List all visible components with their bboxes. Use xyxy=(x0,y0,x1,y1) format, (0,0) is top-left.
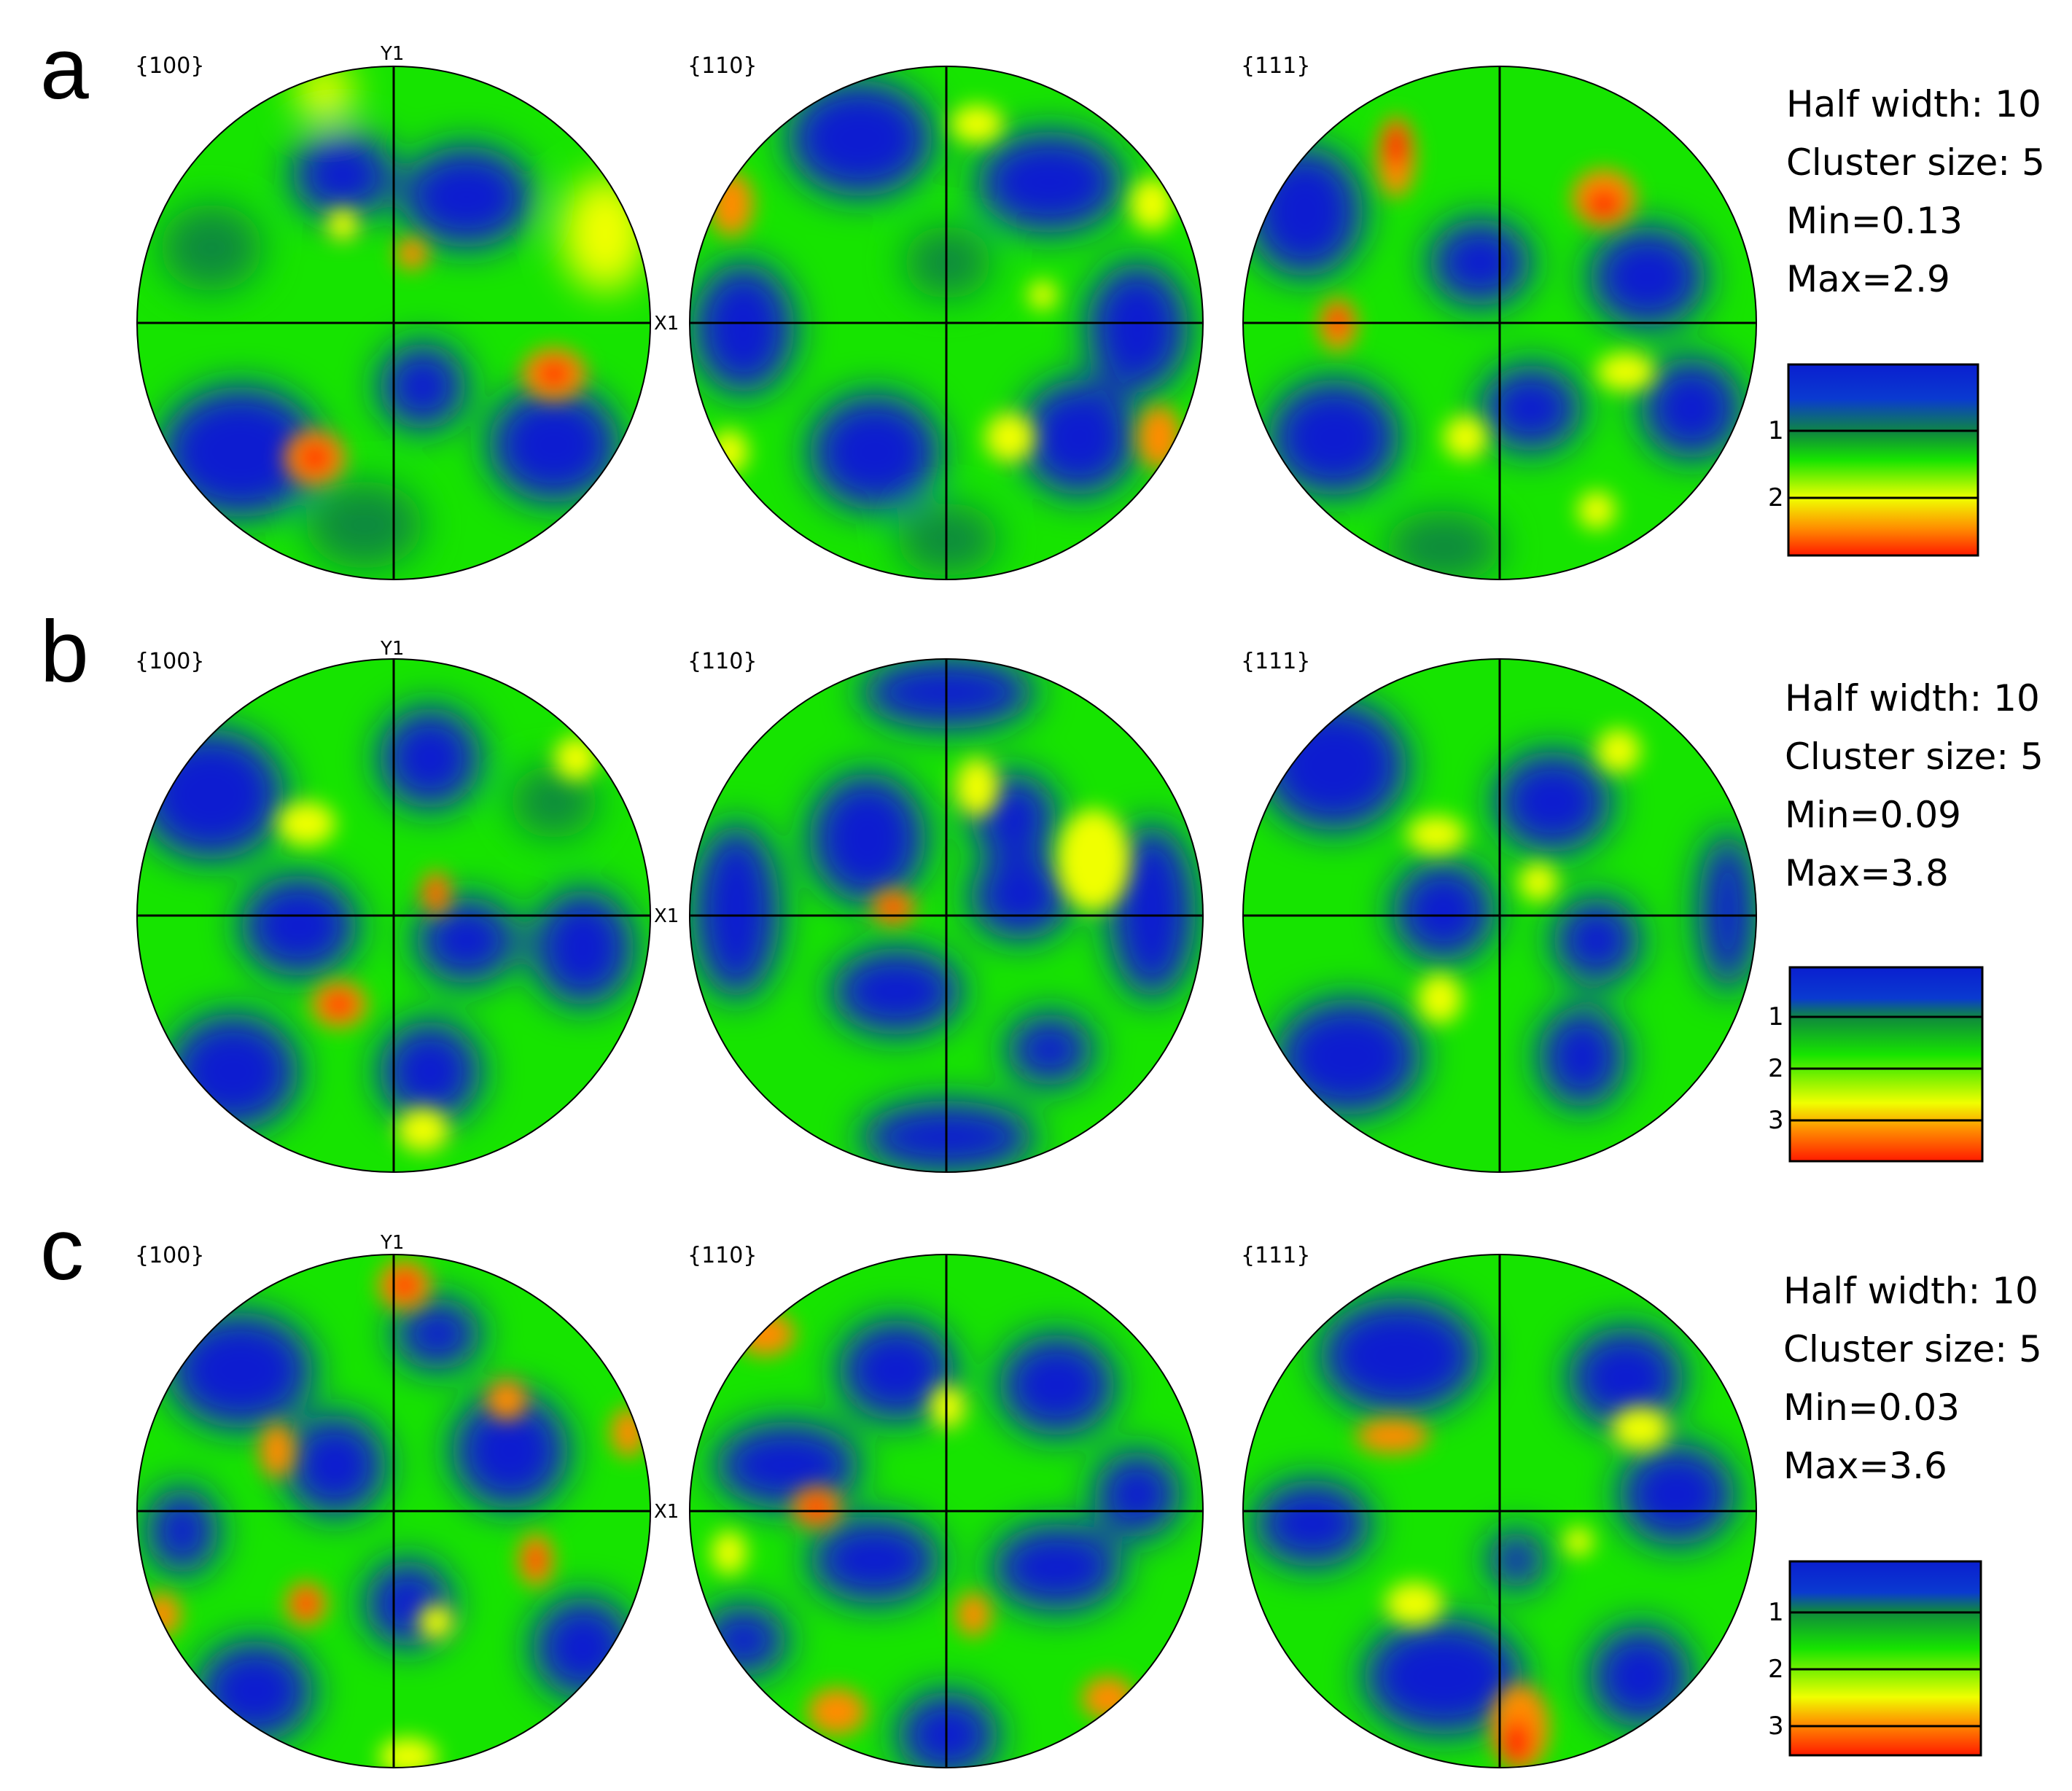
pole-figure-a-111: {111} xyxy=(1241,53,1757,580)
pf-label-a-111: {111} xyxy=(1241,53,1310,79)
pf-label-a-100: {100} xyxy=(135,53,204,79)
pole-figure-b-111: {111} xyxy=(1241,649,1757,1173)
legend-tick-c-3: 3 xyxy=(1768,1712,1784,1741)
legend-tick-a-2: 2 xyxy=(1768,483,1784,512)
panel-b: b xyxy=(40,603,2044,1173)
stats-c: Half width: 10 Cluster size: 5 Min=0.03 … xyxy=(1783,1270,2042,1487)
half-width-b: Half width: 10 xyxy=(1785,677,2040,719)
pole-figure-c-100: {100} Y1 X1 xyxy=(135,1232,679,1768)
pf-label-c-111: {111} xyxy=(1241,1243,1310,1268)
legend-tick-b-2: 2 xyxy=(1768,1054,1784,1083)
pole-figure-a-110: {110} xyxy=(688,53,1204,580)
cluster-size-c: Cluster size: 5 xyxy=(1783,1328,2042,1370)
panel-letter-a: a xyxy=(40,20,89,117)
cluster-size-a: Cluster size: 5 xyxy=(1786,141,2045,184)
legend-tick-b-1: 1 xyxy=(1768,1002,1784,1031)
pf-label-c-110: {110} xyxy=(688,1243,757,1268)
stats-b: Half width: 10 Cluster size: 5 Min=0.09 … xyxy=(1785,677,2044,894)
cluster-size-b: Cluster size: 5 xyxy=(1785,735,2044,778)
half-width-c: Half width: 10 xyxy=(1783,1270,2038,1312)
half-width-a: Half width: 10 xyxy=(1786,83,2041,125)
pf-label-b-100: {100} xyxy=(135,649,204,674)
pf-label-b-111: {111} xyxy=(1241,649,1310,674)
pole-figure-c-110: {110} xyxy=(688,1243,1204,1768)
min-b: Min=0.09 xyxy=(1785,794,1961,836)
pf-label-a-110: {110} xyxy=(688,53,757,79)
axis-label-c-y1: Y1 xyxy=(380,1232,404,1254)
legend-tick-b-3: 3 xyxy=(1768,1106,1784,1135)
pf-label-c-100: {100} xyxy=(135,1243,204,1268)
axis-label-a-x1: X1 xyxy=(654,313,679,335)
color-legend-c: 1 2 3 xyxy=(1768,1560,1982,1757)
max-a: Max=2.9 xyxy=(1786,258,1950,300)
axis-label-b-x1: X1 xyxy=(654,905,679,927)
legend-tick-c-1: 1 xyxy=(1768,1598,1784,1627)
axis-label-c-x1: X1 xyxy=(654,1501,679,1523)
legend-tick-c-2: 2 xyxy=(1768,1655,1784,1684)
panel-a: a xyxy=(40,20,2045,580)
min-a: Min=0.13 xyxy=(1786,200,1963,242)
pf-label-b-110: {110} xyxy=(688,649,757,674)
panel-letter-b: b xyxy=(40,603,89,701)
pole-figure-b-110: {110} xyxy=(688,649,1204,1173)
color-legend-a: 1 2 xyxy=(1768,363,1979,557)
pole-figure-a-100: {100} Y1 X1 xyxy=(135,43,679,580)
max-b: Max=3.8 xyxy=(1785,852,1949,894)
min-c: Min=0.03 xyxy=(1783,1386,1960,1429)
panel-c: c xyxy=(40,1201,2042,1768)
pole-figure-c-111: {111} xyxy=(1241,1243,1757,1768)
color-legend-b: 1 2 3 xyxy=(1768,966,1984,1163)
max-c: Max=3.6 xyxy=(1783,1445,1947,1487)
pole-figure-b-100: {100} Y1 X1 xyxy=(135,638,679,1173)
legend-tick-a-1: 1 xyxy=(1768,416,1784,445)
axis-label-a-y1: Y1 xyxy=(380,43,404,65)
stats-a: Half width: 10 Cluster size: 5 Min=0.13 … xyxy=(1786,83,2045,300)
axis-label-b-y1: Y1 xyxy=(380,638,404,660)
panel-letter-c: c xyxy=(40,1201,84,1298)
